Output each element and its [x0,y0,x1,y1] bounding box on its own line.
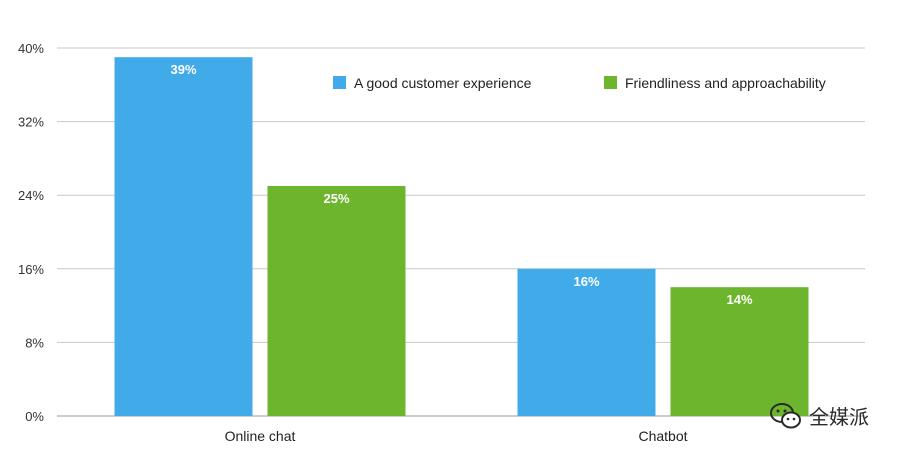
legend-label: Friendliness and approachability [625,75,826,91]
x-axis: Online chat Chatbot [225,428,688,444]
y-tick-label: 0% [25,409,44,424]
data-label: 25% [323,191,349,206]
watermark: 全媒派 [769,401,869,430]
x-category-label: Online chat [225,428,296,444]
legend: A good customer experience Friendliness a… [333,75,826,91]
bar [517,268,656,416]
y-tick-label: 16% [18,262,44,277]
y-tick-label: 24% [18,188,44,203]
bar [670,287,809,416]
data-label: 16% [573,274,599,289]
legend-label: A good customer experience [354,75,532,91]
y-axis: 0% 8% 16% 24% 32% 40% [18,41,44,424]
data-label: 14% [726,292,752,307]
y-tick-label: 40% [18,41,44,56]
x-category-label: Chatbot [638,428,687,444]
bar [267,186,406,416]
y-tick-label: 8% [25,335,44,350]
bar [114,57,253,416]
data-label: 39% [170,62,196,77]
legend-swatch [604,76,617,89]
bars: 39% 25% 16% 14% [114,57,809,416]
wechat-icon [769,402,803,430]
y-tick-label: 32% [18,115,44,130]
legend-swatch [333,76,346,89]
watermark-text: 全媒派 [809,405,869,429]
